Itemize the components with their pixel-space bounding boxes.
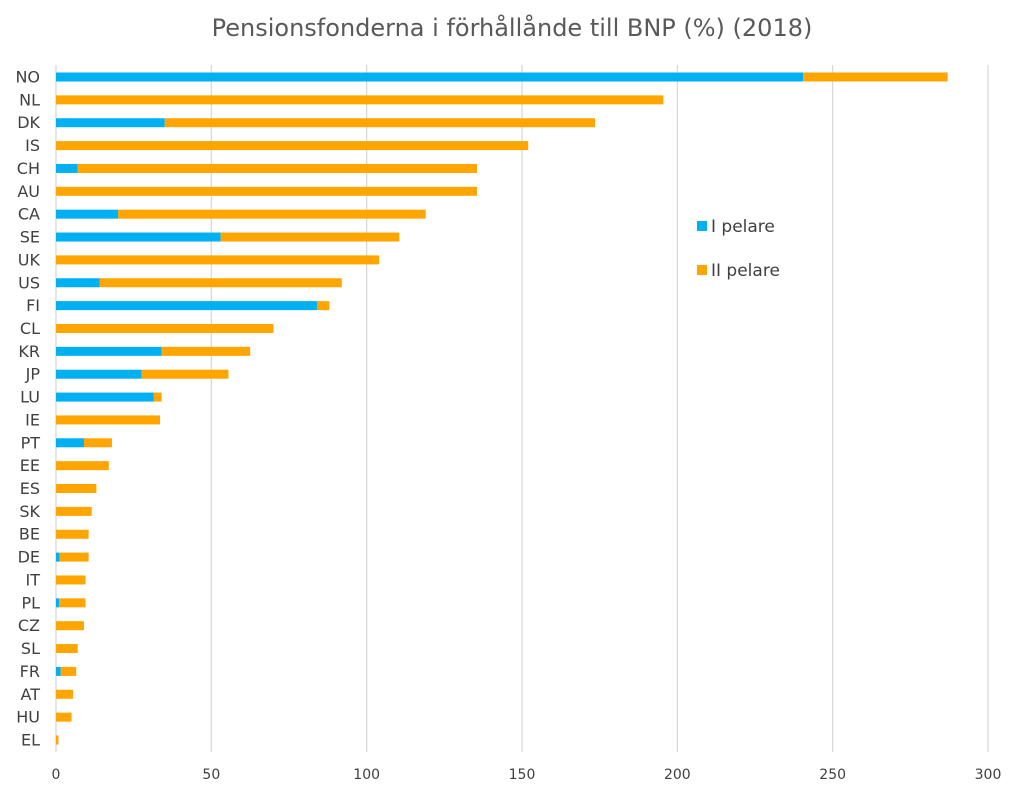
- category-label: BE: [19, 525, 40, 544]
- category-label: LU: [20, 388, 40, 407]
- bar-ii-pelare-is: [56, 141, 529, 151]
- bar-ii-pelare-at: [56, 689, 74, 699]
- bar-ii-pelare-pt: [83, 438, 112, 448]
- category-label: US: [18, 273, 40, 292]
- category-label: EE: [20, 456, 40, 475]
- category-label: PT: [21, 433, 41, 452]
- legend-label: II pelare: [711, 261, 780, 281]
- bar-ii-pelare-ca: [118, 209, 426, 219]
- category-label: DE: [18, 548, 40, 567]
- x-tick-label: 300: [975, 767, 1002, 783]
- bar-ii-pelare-nl: [56, 95, 664, 105]
- bar-ii-pelare-sl: [56, 644, 78, 654]
- x-tick-label: 0: [52, 767, 61, 783]
- bar-ii-pelare-kr: [161, 346, 251, 356]
- bar-ii-pelare-no: [803, 72, 948, 82]
- bar-i-pelare-de: [56, 552, 60, 562]
- category-label: CZ: [18, 616, 40, 635]
- bar-i-pelare-ca: [56, 209, 119, 219]
- category-label: KR: [18, 342, 40, 361]
- category-label: UK: [18, 250, 41, 269]
- category-label: DK: [17, 113, 40, 132]
- bar-i-pelare-kr: [56, 346, 162, 356]
- bar-i-pelare-jp: [56, 369, 142, 379]
- category-label: SE: [20, 228, 40, 247]
- bar-ii-pelare-dk: [164, 118, 596, 128]
- bar-ii-pelare-es: [56, 484, 97, 494]
- x-tick-label: 250: [819, 767, 846, 783]
- category-label: ES: [20, 479, 40, 498]
- x-tick-label: 150: [509, 767, 536, 783]
- bar-ii-pelare-lu: [153, 392, 162, 402]
- bar-i-pelare-se: [56, 232, 221, 242]
- category-label: PL: [21, 593, 40, 612]
- category-label: CL: [20, 319, 40, 338]
- bar-i-pelare-dk: [56, 118, 165, 128]
- bar-ii-pelare-it: [56, 575, 86, 585]
- bar-i-pelare-lu: [56, 392, 154, 402]
- chart-title: Pensionsfonderna i förhållånde till BNP …: [211, 14, 813, 42]
- bar-ii-pelare-uk: [56, 255, 380, 265]
- category-label: EL: [21, 731, 40, 750]
- category-label: HU: [16, 708, 40, 727]
- bar-ii-pelare-us: [99, 278, 342, 288]
- category-label: FI: [26, 296, 40, 315]
- bar-ii-pelare-ie: [56, 415, 161, 425]
- bar-ii-pelare-be: [56, 529, 89, 539]
- bar-ii-pelare-se: [220, 232, 400, 242]
- bar-i-pelare-fi: [56, 301, 317, 311]
- category-label: CH: [17, 159, 40, 178]
- category-label: JP: [25, 365, 41, 384]
- legend-swatch: [697, 221, 707, 231]
- bar-ii-pelare-pl: [59, 598, 86, 608]
- bar-i-pelare-pl: [56, 598, 60, 608]
- category-label: AT: [21, 685, 41, 704]
- x-tick-label: 50: [202, 767, 220, 783]
- legend-label: I pelare: [711, 217, 775, 237]
- bar-ii-pelare-sk: [56, 506, 92, 516]
- bar-ii-pelare-de: [59, 552, 89, 562]
- bar-ii-pelare-fr: [60, 666, 77, 676]
- category-label: SK: [19, 502, 40, 521]
- category-label: IE: [25, 410, 40, 429]
- bar-ii-pelare-ee: [56, 461, 109, 471]
- bar-i-pelare-us: [56, 278, 100, 288]
- bar-ii-pelare-hu: [56, 712, 72, 722]
- x-tick-label: 200: [664, 767, 691, 783]
- x-tick-label: 100: [353, 767, 380, 783]
- bar-i-pelare-pt: [56, 438, 84, 448]
- category-label: NL: [19, 90, 40, 109]
- bar-ii-pelare-jp: [141, 369, 229, 379]
- category-label: IT: [26, 570, 41, 589]
- legend-swatch: [697, 265, 707, 275]
- category-label: FR: [20, 662, 40, 681]
- category-label: SL: [21, 639, 40, 658]
- category-label: CA: [18, 205, 40, 224]
- bar-i-pelare-fr: [56, 666, 61, 676]
- bar-i-pelare-ch: [56, 163, 78, 173]
- bar-i-pelare-no: [56, 72, 804, 82]
- category-label: AU: [17, 182, 40, 201]
- bar-ii-pelare-cz: [56, 621, 84, 631]
- category-label: NO: [15, 68, 40, 87]
- bar-ii-pelare-el: [56, 735, 59, 745]
- bar-ii-pelare-ch: [77, 163, 477, 173]
- bar-ii-pelare-au: [56, 186, 477, 196]
- bar-ii-pelare-fi: [316, 301, 330, 311]
- category-label: IS: [25, 136, 40, 155]
- bar-ii-pelare-cl: [56, 323, 274, 333]
